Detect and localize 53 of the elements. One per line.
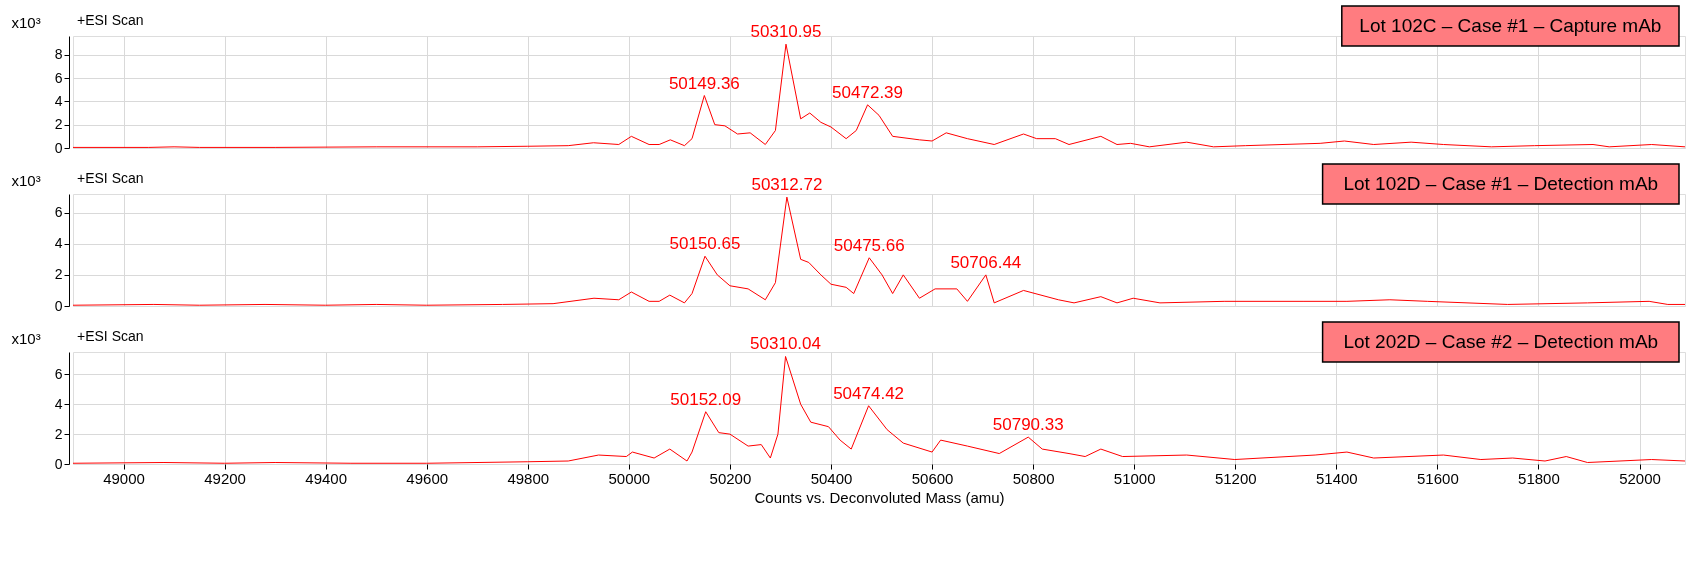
y-tick-label: 6 [54,69,63,86]
y-tick-label: 8 [54,46,63,63]
text: +ESI Scan [77,12,144,28]
x-tick-label: 51400 [1315,469,1358,487]
x-tick-label: 49800 [507,469,550,487]
x-tick-label: 51600 [1417,469,1459,487]
x-tick-label: 51200 [1214,469,1257,487]
x-tick-label: 50000 [608,469,651,487]
y-tick-label: 0 [54,455,63,472]
y-tick-label: 0 [54,139,63,156]
x-tick-label: 49400 [305,469,348,487]
x-tick-label: 50800 [1012,469,1055,487]
x-tick-label: 49000 [103,469,145,487]
chart-title: Lot 202D – Case #2 – Detection mAb [1343,331,1659,352]
x-axis-title: Counts vs. Deconvoluted Mass (amu) [754,488,1005,506]
line-series [73,43,1685,148]
y-axis-title: x10³ [11,171,41,189]
chart-title: Lot 102D – Case #1 – Detection mAb [1343,173,1659,194]
annotation: 50312.72 [751,175,823,195]
x-tick-label: 49200 [204,469,246,487]
annotation: 50152.09 [670,389,742,409]
annotation: 50475.66 [833,235,905,255]
y-tick-label: 2 [54,266,63,283]
line-series [73,196,1685,306]
annotation: 50790.33 [992,415,1064,435]
y-tick-label: 4 [54,92,63,109]
text: +ESI Scan [77,170,144,186]
x-tick-label: 51000 [1113,469,1156,487]
x-tick-label: 50400 [810,469,853,487]
annotation: 50310.04 [750,334,821,354]
y-tick-label: 4 [54,235,63,252]
x-tick-label: 50600 [911,469,954,487]
x-tick-label: 52000 [1619,469,1661,487]
x-tick-label: 49600 [406,469,449,487]
annotation: 50150.65 [669,234,741,254]
y-tick-label: 2 [54,425,63,442]
annotation: 50149.36 [668,73,740,93]
x-tick-label: 50200 [709,469,752,487]
y-tick-label: 4 [54,395,63,412]
annotation: 50474.42 [833,383,905,403]
chart-title: Lot 102C – Case #1 – Capture mAb [1359,15,1662,36]
text: +ESI Scan [77,328,144,344]
y-tick-label: 6 [54,365,63,382]
y-axis-title: x10³ [11,13,41,31]
y-axis-title: x10³ [11,329,41,347]
annotation: 50472.39 [832,82,904,102]
y-tick-label: 6 [54,204,63,221]
annotation: 50706.44 [950,252,1022,272]
y-tick-label: 0 [54,297,63,314]
annotation: 50310.95 [750,22,822,42]
x-tick-label: 51800 [1518,469,1560,487]
y-tick-label: 2 [54,116,63,133]
line-series [73,355,1685,464]
